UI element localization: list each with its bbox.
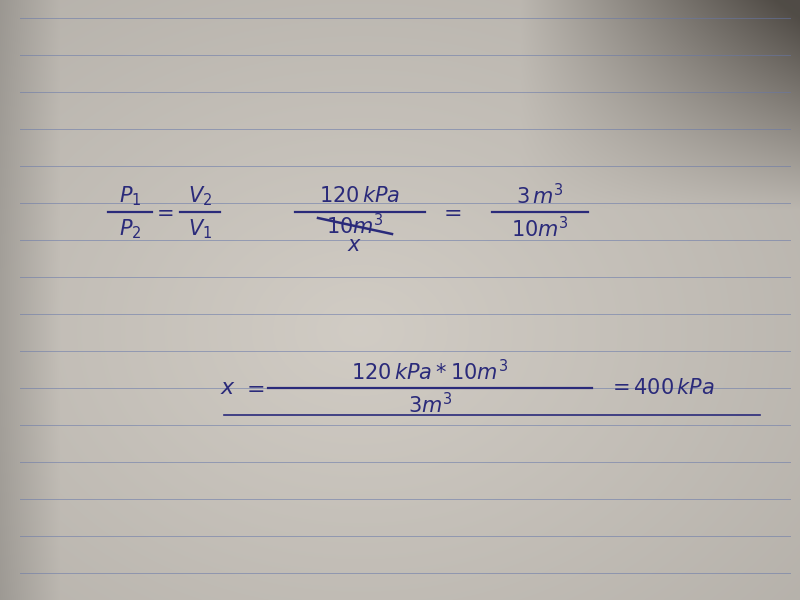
Text: $V_2$: $V_2$ [188,184,212,208]
Text: $=$: $=$ [152,202,174,222]
Text: $P_1$: $P_1$ [118,184,142,208]
Text: $P_2$: $P_2$ [118,217,142,241]
Text: $3\,m^3$: $3\,m^3$ [516,184,564,209]
Text: $10m^3$: $10m^3$ [326,214,384,239]
Text: $120\,kPa * 10m^3$: $120\,kPa * 10m^3$ [351,359,509,385]
Text: $=$: $=$ [438,202,462,222]
Text: $3m^3$: $3m^3$ [408,392,452,418]
Text: $x$: $x$ [220,378,236,398]
Text: $x$: $x$ [347,235,362,255]
Text: $10m^3$: $10m^3$ [511,217,569,242]
Text: $= 400\,kPa$: $= 400\,kPa$ [608,378,715,398]
Text: $=$: $=$ [242,378,264,398]
Text: $V_1$: $V_1$ [188,217,212,241]
Text: $120\,kPa$: $120\,kPa$ [319,186,401,206]
